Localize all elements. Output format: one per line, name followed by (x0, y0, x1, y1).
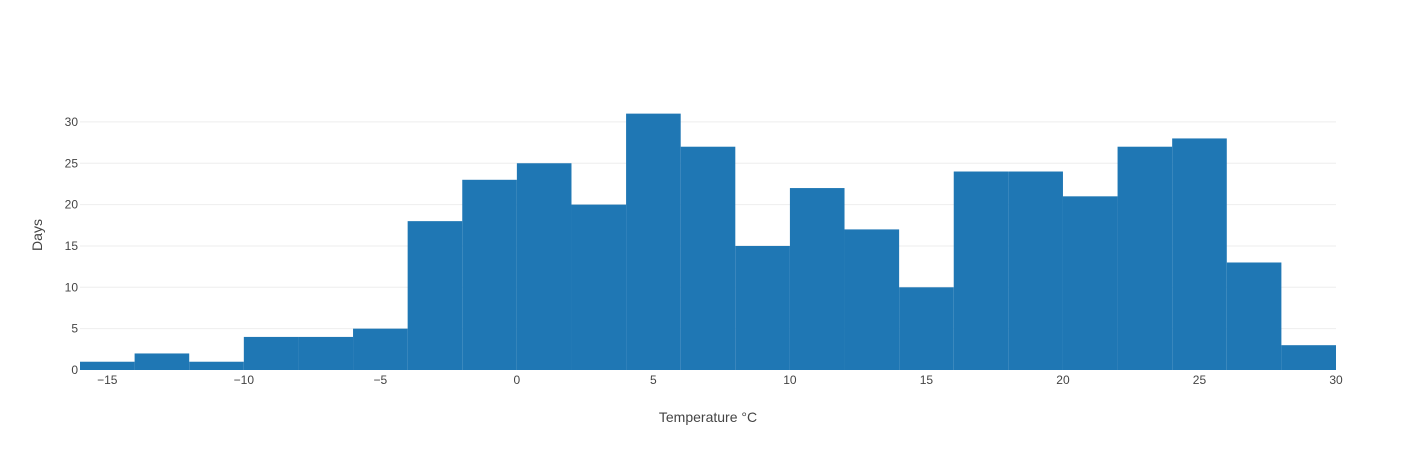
x-tick-label: −5 (374, 373, 388, 387)
x-tick-label: −10 (234, 373, 255, 387)
histogram-bar[interactable] (243, 336, 299, 370)
x-tick-label: −15 (97, 373, 118, 387)
histogram-bars (80, 113, 1336, 370)
histogram-bar[interactable] (735, 245, 790, 370)
x-tick-label: 10 (783, 373, 797, 387)
histogram-bar[interactable] (899, 287, 954, 370)
histogram-bar[interactable] (189, 361, 244, 370)
histogram-bar[interactable] (516, 163, 572, 370)
histogram-bar[interactable] (80, 361, 135, 370)
histogram-bar[interactable] (953, 171, 1009, 370)
y-tick-label: 5 (71, 322, 78, 336)
y-tick-label: 0 (71, 363, 78, 377)
histogram-bar[interactable] (353, 328, 408, 370)
x-axis-ticks: −15 −10 −5 0 5 10 15 20 25 30 (97, 373, 1343, 387)
histogram-bar[interactable] (462, 179, 517, 370)
y-tick-label: 10 (65, 280, 79, 294)
y-tick-label: 15 (65, 239, 79, 253)
histogram-bar[interactable] (298, 336, 354, 370)
y-tick-label: 20 (65, 198, 79, 212)
histogram-bar[interactable] (1172, 138, 1227, 370)
y-tick-label: 25 (65, 156, 79, 170)
histogram-bar[interactable] (1008, 171, 1063, 370)
x-tick-label: 0 (514, 373, 521, 387)
y-axis-title: Days (29, 219, 45, 251)
histogram-bar[interactable] (407, 221, 463, 370)
x-tick-label: 20 (1056, 373, 1070, 387)
x-axis-title: Temperature °C (659, 409, 757, 425)
histogram-bar[interactable] (844, 229, 900, 370)
y-tick-label: 30 (65, 115, 79, 129)
histogram-bar[interactable] (1062, 196, 1118, 370)
histogram-bar[interactable] (571, 204, 627, 370)
histogram-bar[interactable] (1281, 345, 1336, 370)
x-tick-label: 30 (1329, 373, 1343, 387)
histogram-bar[interactable] (134, 353, 190, 370)
x-tick-label: 5 (650, 373, 657, 387)
histogram-bar[interactable] (626, 113, 681, 370)
histogram-bar[interactable] (1226, 262, 1282, 370)
y-axis-ticks: 0 5 10 15 20 25 30 (65, 115, 79, 377)
histogram-bar[interactable] (680, 146, 736, 370)
histogram-bar[interactable] (1117, 146, 1173, 370)
x-tick-label: 25 (1193, 373, 1207, 387)
histogram-bar[interactable] (789, 188, 845, 370)
x-tick-label: 15 (920, 373, 934, 387)
